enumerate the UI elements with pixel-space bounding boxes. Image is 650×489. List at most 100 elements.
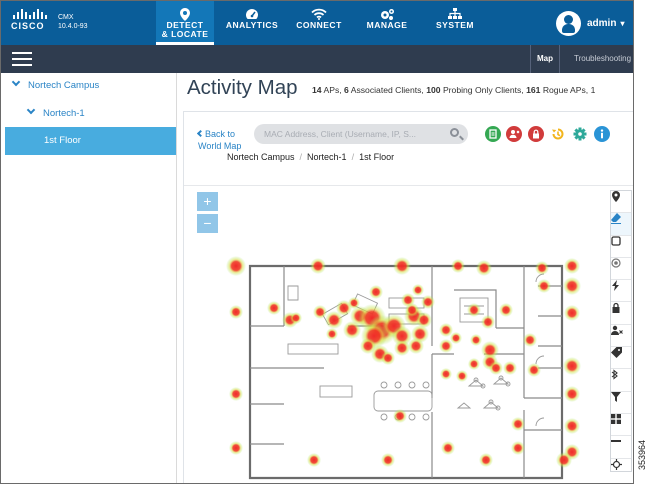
heatmap-spot — [392, 326, 412, 346]
heatmap-spot — [307, 453, 321, 467]
nav-label-line2: & LOCATE — [161, 29, 209, 39]
avatar — [556, 11, 581, 36]
figure-id-text: 353964 — [637, 439, 647, 471]
heatmap-spot — [408, 338, 424, 354]
hierarchy-icon — [426, 1, 484, 21]
heatmap-spot — [394, 340, 410, 356]
lock-icon[interactable] — [611, 302, 631, 325]
tree-item-campus[interactable]: Nortech Campus — [11, 73, 100, 99]
heatmap-spot — [468, 358, 480, 370]
heatmap-spot — [439, 339, 453, 353]
heatmap-spot — [450, 332, 462, 344]
filter-icon[interactable] — [611, 391, 631, 414]
breadcrumb: Nortech Campus / Nortech-1 / 1st Floor — [227, 152, 394, 162]
nav-label: CONNECT — [296, 20, 342, 30]
breadcrumb-separator: / — [299, 152, 303, 162]
document-icon[interactable] — [485, 126, 501, 142]
heatmap-spot — [527, 363, 541, 377]
heatmap-spot — [313, 305, 327, 319]
search-icon[interactable] — [450, 128, 459, 137]
minus-icon[interactable] — [611, 436, 631, 459]
heatmap-spot — [439, 323, 453, 337]
cisco-logo: CISCO — [11, 9, 47, 31]
tree-item-label: Nortech Campus — [28, 80, 100, 91]
chevron-left-icon — [196, 129, 205, 138]
zoom-in-button[interactable]: + — [197, 192, 218, 211]
breadcrumb-building[interactable]: Nortech-1 — [307, 152, 347, 162]
tab-map[interactable]: Map — [530, 45, 560, 73]
lightning-icon[interactable] — [611, 280, 631, 303]
heatmap-spot — [481, 315, 495, 329]
nav-label: MANAGE — [366, 20, 408, 30]
tree-item-label: Nortech-1 — [43, 108, 85, 119]
heatmap-spot — [336, 300, 352, 316]
heatmap-spot — [479, 453, 493, 467]
search-input[interactable]: MAC Address, Client (Username, IP, S... — [254, 124, 468, 144]
app-window: CISCO CMX 10.4.0-93 DETECT & LOCATE ANAL… — [0, 0, 634, 484]
divider — [184, 185, 633, 186]
nav-connect[interactable]: CONNECT — [290, 1, 348, 45]
heatmap-spot — [499, 303, 513, 317]
location-pin-icon[interactable] — [611, 191, 631, 214]
rogue-count: 161 — [526, 85, 541, 95]
heatmap-spot — [326, 328, 338, 340]
figure-id-label: 353964 — [636, 431, 648, 481]
nav-manage[interactable]: MANAGE — [358, 1, 416, 45]
map-pin-icon — [156, 1, 214, 21]
users-remove-icon[interactable] — [506, 126, 522, 142]
grid-icon[interactable] — [611, 413, 631, 437]
back-to-world-map-link[interactable]: Back to World Map — [196, 128, 250, 152]
eraser-icon[interactable] — [611, 213, 631, 236]
bluetooth-icon[interactable] — [611, 369, 631, 392]
associated-label: Associated Clients, — [350, 85, 424, 95]
username: admin — [587, 18, 617, 29]
heatmap-spot — [343, 321, 361, 339]
main-content: Activity Map 14 APs, 6 Associated Client… — [178, 73, 633, 483]
user-menu[interactable]: admin ▾ — [556, 11, 624, 36]
heatmap-spot — [503, 361, 517, 375]
tree-item-building[interactable]: Nortech-1 — [26, 101, 85, 127]
heatmap-spot — [511, 441, 525, 455]
floor-map[interactable]: + − — [184, 186, 633, 483]
product-name: CMX — [58, 14, 74, 21]
tab-troubleshooting[interactable]: Troubleshooting — [574, 54, 632, 63]
gears-icon — [358, 1, 416, 21]
tag-icon[interactable] — [611, 347, 631, 370]
heatmap-spot — [381, 453, 395, 467]
heatmap-spot — [476, 260, 492, 276]
nav-analytics[interactable]: ANALYTICS — [223, 1, 281, 45]
gear-icon[interactable] — [572, 126, 588, 142]
heatmap-spot — [535, 261, 549, 275]
square-icon[interactable] — [611, 235, 631, 258]
heatmap-spot — [564, 305, 580, 321]
breadcrumb-separator: / — [351, 152, 355, 162]
map-panel: Back to World Map Nortech Campus / Nortech… — [183, 111, 633, 483]
nav-label: ANALYTICS — [225, 20, 279, 30]
user-remove-icon[interactable] — [611, 325, 631, 348]
crosshair-icon[interactable] — [611, 458, 631, 481]
nav-label: DETECT — [166, 20, 204, 30]
product-label: CMX 10.4.0-93 — [58, 13, 88, 31]
heatmap-spot — [229, 441, 243, 455]
lock-icon[interactable] — [528, 126, 544, 142]
heatmap-spot — [564, 258, 580, 274]
target-icon[interactable] — [611, 258, 631, 281]
info-icon[interactable] — [594, 126, 610, 142]
history-icon[interactable] — [550, 126, 566, 142]
back-link-label: Back to World Map — [198, 129, 242, 151]
hamburger-menu-icon[interactable] — [12, 52, 32, 66]
heatmap-spot — [537, 279, 551, 293]
page-title: Activity Map — [187, 76, 298, 99]
heatmap-spot — [369, 285, 383, 299]
breadcrumb-floor: 1st Floor — [359, 152, 395, 162]
heatmap-spot — [456, 370, 468, 382]
chevron-down-icon — [26, 105, 36, 115]
zoom-out-button[interactable]: − — [197, 214, 218, 233]
heatmap-spot — [489, 361, 503, 375]
tree-item-floor[interactable]: 1st Floor — [5, 127, 176, 155]
breadcrumb-campus[interactable]: Nortech Campus — [227, 152, 295, 162]
probing-count: 100 — [426, 85, 441, 95]
chevron-down-icon — [11, 77, 21, 87]
nav-system[interactable]: SYSTEM — [426, 1, 484, 45]
nav-detect-locate[interactable]: DETECT & LOCATE — [156, 1, 214, 45]
